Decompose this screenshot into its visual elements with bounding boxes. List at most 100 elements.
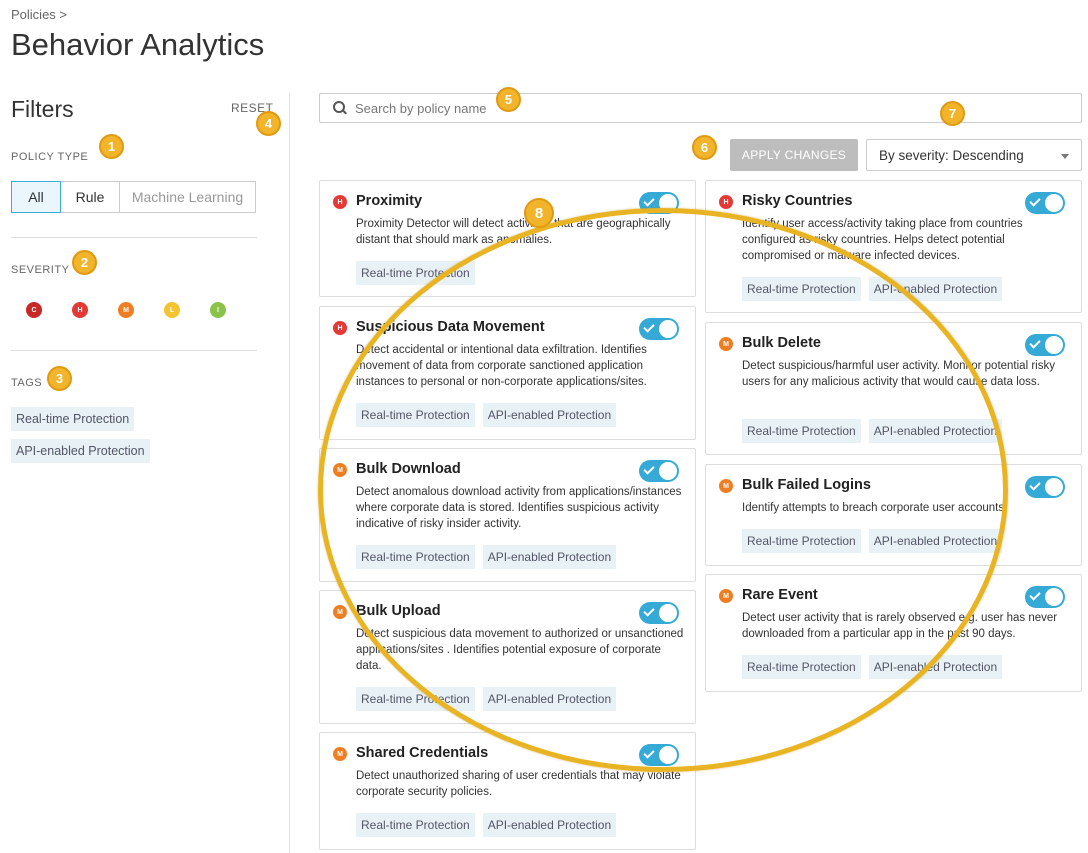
policy-tag: API-enabled Protection bbox=[482, 545, 617, 569]
policy-tags: Real-time Protection API-enabled Protect… bbox=[356, 545, 617, 569]
policy-tags: Real-time Protection API-enabled Protect… bbox=[742, 529, 1003, 553]
policy-tag: Real-time Protection bbox=[742, 529, 861, 553]
policy-description: Detect unauthorized sharing of user cred… bbox=[356, 770, 681, 798]
callout-badge: 8 bbox=[524, 198, 554, 228]
policy-toggle[interactable] bbox=[1025, 334, 1065, 356]
severity-high-icon: H bbox=[333, 321, 347, 335]
policy-title: Bulk Upload bbox=[356, 603, 441, 619]
breadcrumb[interactable]: Policies > bbox=[11, 7, 67, 22]
policy-title: Proximity bbox=[356, 193, 423, 209]
policy-title: Suspicious Data Movement bbox=[356, 319, 545, 335]
severity-label: SEVERITY bbox=[11, 264, 70, 276]
severity-medium-icon: M bbox=[719, 479, 733, 493]
callout-badge: 2 bbox=[72, 250, 97, 275]
tag-filter-api[interactable]: API-enabled Protection bbox=[11, 439, 150, 463]
callout-badge: 5 bbox=[496, 87, 521, 112]
policy-tags: Real-time Protection API-enabled Protect… bbox=[742, 419, 1003, 443]
policy-description: Detect user activity that is rarely obse… bbox=[742, 612, 1058, 640]
check-icon bbox=[643, 463, 655, 475]
severity-critical-icon[interactable]: C bbox=[26, 302, 42, 318]
policy-title: Bulk Delete bbox=[742, 335, 821, 351]
severity-high-icon: H bbox=[333, 195, 347, 209]
check-icon bbox=[1029, 195, 1041, 207]
policy-tag: API-enabled Protection bbox=[868, 419, 1003, 443]
sort-select-value: By severity: Descending bbox=[879, 147, 1024, 163]
severity-medium-icon[interactable]: M bbox=[118, 302, 134, 318]
sidebar-separator bbox=[289, 93, 290, 853]
policy-tags: Real-time Protection API-enabled Protect… bbox=[742, 277, 1003, 301]
policy-toggle[interactable] bbox=[639, 192, 679, 214]
policy-type-rule-button[interactable]: Rule bbox=[60, 181, 120, 213]
policy-title: Shared Credentials bbox=[356, 745, 489, 761]
severity-medium-icon: M bbox=[333, 463, 347, 477]
policy-toggle[interactable] bbox=[639, 744, 679, 766]
policy-tag: Real-time Protection bbox=[742, 419, 861, 443]
policy-tag: API-enabled Protection bbox=[868, 277, 1003, 301]
policy-description: Detect accidental or intentional data ex… bbox=[356, 344, 647, 388]
chevron-down-icon bbox=[1061, 154, 1069, 159]
policy-toggle[interactable] bbox=[1025, 192, 1065, 214]
severity-high-icon: H bbox=[719, 195, 733, 209]
policy-type-all-button[interactable]: All bbox=[11, 181, 61, 213]
check-icon bbox=[643, 605, 655, 617]
severity-high-icon[interactable]: H bbox=[72, 302, 88, 318]
policy-tag: API-enabled Protection bbox=[868, 655, 1003, 679]
policy-card: M Bulk Download Detect anomalous downloa… bbox=[319, 448, 696, 582]
policy-tag: Real-time Protection bbox=[742, 277, 861, 301]
filters-title: Filters bbox=[11, 96, 74, 122]
policy-tag: API-enabled Protection bbox=[482, 403, 617, 427]
policy-card: H Proximity Proximity Detector will dete… bbox=[319, 180, 696, 297]
search-input[interactable] bbox=[355, 100, 1035, 116]
apply-changes-button[interactable]: APPLY CHANGES bbox=[730, 139, 858, 171]
callout-badge: 7 bbox=[940, 101, 965, 126]
page-title: Behavior Analytics bbox=[11, 27, 265, 62]
policy-toggle[interactable] bbox=[639, 318, 679, 340]
severity-medium-icon: M bbox=[719, 337, 733, 351]
severity-low-icon[interactable]: L bbox=[164, 302, 180, 318]
check-icon bbox=[1029, 337, 1041, 349]
severity-info-icon[interactable]: I bbox=[210, 302, 226, 318]
policy-title: Risky Countries bbox=[742, 193, 853, 209]
policy-card: M Shared Credentials Detect unauthorized… bbox=[319, 732, 696, 850]
callout-badge: 6 bbox=[692, 135, 717, 160]
policy-description: Detect anomalous download activity from … bbox=[356, 486, 682, 530]
policy-tags: Real-time Protection API-enabled Protect… bbox=[356, 813, 617, 837]
severity-medium-icon: M bbox=[333, 605, 347, 619]
policy-title: Bulk Failed Logins bbox=[742, 477, 871, 493]
check-icon bbox=[643, 195, 655, 207]
severity-medium-icon: M bbox=[333, 747, 347, 761]
callout-badge: 4 bbox=[256, 111, 281, 136]
check-icon bbox=[1029, 589, 1041, 601]
policy-card: H Suspicious Data Movement Detect accide… bbox=[319, 306, 696, 440]
policy-card: M Rare Event Detect user activity that i… bbox=[705, 574, 1082, 692]
policy-tag: Real-time Protection bbox=[356, 813, 475, 837]
policy-tag: API-enabled Protection bbox=[868, 529, 1003, 553]
policy-type-label: POLICY TYPE bbox=[11, 151, 89, 163]
tag-filter-realtime[interactable]: Real-time Protection bbox=[11, 407, 135, 431]
callout-badge: 3 bbox=[47, 366, 72, 391]
severity-filter: C H M L I bbox=[26, 302, 226, 318]
policy-type-machine-learning-button[interactable]: Machine Learning bbox=[119, 181, 256, 213]
policy-tag: Real-time Protection bbox=[356, 545, 475, 569]
policy-description: Detect suspicious/harmful user activity.… bbox=[742, 360, 1055, 388]
callout-badge: 1 bbox=[99, 134, 124, 159]
policy-tags: Real-time Protection API-enabled Protect… bbox=[356, 687, 617, 711]
policy-tag: Real-time Protection bbox=[356, 687, 475, 711]
check-icon bbox=[643, 321, 655, 333]
search-icon bbox=[333, 101, 347, 115]
policy-toggle[interactable] bbox=[639, 602, 679, 624]
policy-type-group: All Rule Machine Learning bbox=[11, 181, 256, 213]
divider bbox=[11, 237, 257, 238]
policy-toggle[interactable] bbox=[1025, 476, 1065, 498]
check-icon bbox=[1029, 479, 1041, 491]
policy-card: M Bulk Delete Detect suspicious/harmful … bbox=[705, 322, 1082, 455]
policy-toggle[interactable] bbox=[639, 460, 679, 482]
policy-card: H Risky Countries Identify user access/a… bbox=[705, 180, 1082, 313]
policy-tag: Real-time Protection bbox=[356, 261, 475, 285]
policy-toggle[interactable] bbox=[1025, 586, 1065, 608]
policy-card: M Bulk Upload Detect suspicious data mov… bbox=[319, 590, 696, 724]
search-box bbox=[319, 93, 1082, 123]
policy-description: Identify user access/activity taking pla… bbox=[742, 218, 1023, 262]
sort-select[interactable]: By severity: Descending bbox=[866, 139, 1082, 171]
policy-tag: API-enabled Protection bbox=[482, 813, 617, 837]
